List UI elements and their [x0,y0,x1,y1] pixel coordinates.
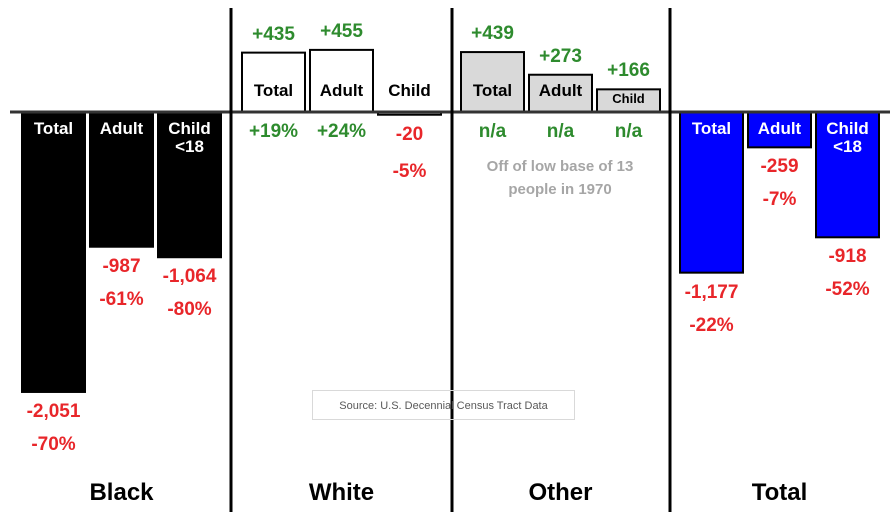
change-label: -52% [825,279,870,301]
bar-label: Child [612,91,645,106]
bar-label: Total [691,119,732,138]
value-label: -1,064 [162,266,217,288]
value-label: -2,051 [26,400,81,422]
change-label: -5% [392,161,427,182]
bar-label: Total [33,119,74,138]
group-label: Total [751,479,808,506]
group-label: Other [528,479,593,506]
change-label: +24% [316,121,367,142]
bar [747,111,812,149]
value-label: +439 [471,23,514,45]
change-label: -22% [689,314,734,336]
bar [89,111,154,248]
change-label: -70% [31,433,76,455]
bar [528,73,593,113]
bar-label: Adult [757,119,802,138]
bar [241,51,306,113]
change-label: -80% [167,299,212,321]
bar-label: Child <18 [826,119,869,156]
bar-label: Child [388,81,431,100]
value-label: +455 [320,20,363,42]
bar-label: Total [472,81,513,100]
group-label: Black [89,479,154,506]
value-label: +273 [539,45,582,67]
bar-label: Adult [319,81,364,100]
change-label: n/a [546,121,575,142]
bar [460,51,525,113]
change-label: n/a [478,121,507,142]
change-label: -7% [762,189,797,211]
bar [815,111,880,239]
value-label: -259 [760,156,799,178]
value-label: -918 [828,246,867,268]
bar-label: Adult [99,119,144,138]
change-label: -61% [99,288,144,310]
bar-label: Total [253,81,294,100]
value-label: -987 [102,255,141,277]
value-label: -1,177 [684,281,739,303]
note: Off of low base of 13 people in 1970 [486,158,634,198]
value-label: +435 [252,23,295,45]
value-label: +166 [607,60,650,82]
bar-label: Adult [538,81,583,100]
group-label: White [308,479,375,506]
value-label: -20 [395,124,424,145]
bar [21,111,86,393]
bar-label: Child <18 [168,119,211,156]
change-label: n/a [614,121,643,142]
source: Source: U.S. Decennial Census Tract Data [312,390,575,420]
change-label: +19% [248,121,299,142]
